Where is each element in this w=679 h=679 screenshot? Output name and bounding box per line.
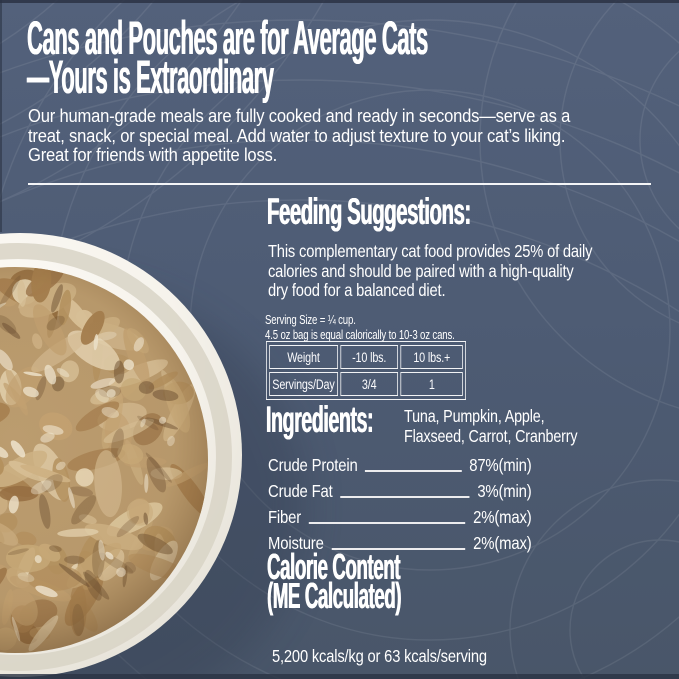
analysis-value: 87%(min) xyxy=(469,455,532,475)
table-cell-weight: Weight xyxy=(269,345,338,369)
feeding-table-wrap: Weight -10 lbs. 10 lbs.+ Servings/Day 3/… xyxy=(266,341,466,400)
leader-line xyxy=(308,522,466,524)
ingredients-heading: Ingredients: xyxy=(266,399,374,440)
calorie-heading: Calorie Content (ME Calculated) xyxy=(267,546,402,616)
table-cell-servings-over10: 1 xyxy=(400,372,463,396)
analysis-value: 2%(max) xyxy=(473,533,532,553)
intro-paragraph: Our human-grade meals are fully cooked a… xyxy=(28,106,571,165)
leader-line xyxy=(365,470,462,472)
guaranteed-analysis: Crude Protein 87%(min) Crude Fat 3%(min)… xyxy=(268,450,578,554)
left-edge-band xyxy=(0,0,2,232)
top-edge-band xyxy=(0,0,679,3)
table-cell-servings-label: Servings/Day xyxy=(269,372,338,396)
feeding-body-wrap: This complementary cat food provides 25%… xyxy=(268,241,679,301)
page-title: Cans and Pouches are for Average Cats —Y… xyxy=(27,11,428,103)
calorie-value-wrap: 5,200 kcals/kg or 63 kcals/serving xyxy=(272,646,679,667)
bowl-inner-shading xyxy=(0,243,232,671)
food-depth-shade xyxy=(0,267,208,653)
bottom-edge-band xyxy=(0,674,679,679)
analysis-value: 3%(min) xyxy=(477,481,532,501)
table-cell-servings-under10: 3/4 xyxy=(340,372,399,396)
bowl-rim xyxy=(0,233,242,677)
analysis-row-moisture: Moisture 2%(max) xyxy=(268,528,532,554)
table-cell-over10: 10 lbs.+ xyxy=(400,345,463,369)
ingredients-heading-wrap: Ingredients: xyxy=(266,399,404,441)
analysis-label: Crude Fat xyxy=(268,481,333,501)
calorie-value: 5,200 kcals/kg or 63 kcals/serving xyxy=(272,646,487,666)
feeding-body: This complementary cat food provides 25%… xyxy=(268,241,593,300)
feeding-table: Weight -10 lbs. 10 lbs.+ Servings/Day 3/… xyxy=(266,341,466,400)
calorie-heading-wrap: Calorie Content (ME Calculated) xyxy=(267,546,679,616)
analysis-label: Crude Protein xyxy=(268,455,358,475)
analysis-row-fat: Crude Fat 3%(min) xyxy=(268,476,532,502)
leader-line xyxy=(340,496,470,498)
intro-paragraph-wrap: Our human-grade meals are fully cooked a… xyxy=(28,106,679,166)
table-row: Servings/Day 3/4 1 xyxy=(269,372,463,396)
leader-line xyxy=(331,548,466,550)
table-cell-under10: -10 lbs. xyxy=(340,345,399,369)
header: Cans and Pouches are for Average Cats —Y… xyxy=(27,11,679,103)
divider-rule xyxy=(28,183,651,185)
table-header-row: Weight -10 lbs. 10 lbs.+ xyxy=(269,345,463,369)
food-base xyxy=(0,267,208,653)
serving-notes-wrap: Serving Size = ¼ cup. 4.5 oz bag is equa… xyxy=(265,312,679,344)
bowl-shadow xyxy=(0,277,307,679)
ingredients-list: Tuna, Pumpkin, Apple, Flaxseed, Carrot, … xyxy=(404,406,578,446)
tuna-flakes-texture xyxy=(0,267,208,652)
serving-notes: Serving Size = ¼ cup. 4.5 oz bag is equa… xyxy=(265,312,455,342)
analysis-label: Fiber xyxy=(268,507,302,527)
analysis-row-fiber: Fiber 2%(max) xyxy=(268,502,532,528)
analysis-label: Moisture xyxy=(268,533,324,553)
feeding-heading-wrap: Feeding Suggestions: xyxy=(267,191,679,232)
analysis-value: 2%(max) xyxy=(473,507,532,527)
ingredients-section: Ingredients: Tuna, Pumpkin, Apple, Flaxs… xyxy=(266,399,679,446)
analysis-row-protein: Crude Protein 87%(min) xyxy=(268,450,532,476)
feeding-heading: Feeding Suggestions: xyxy=(267,191,471,232)
